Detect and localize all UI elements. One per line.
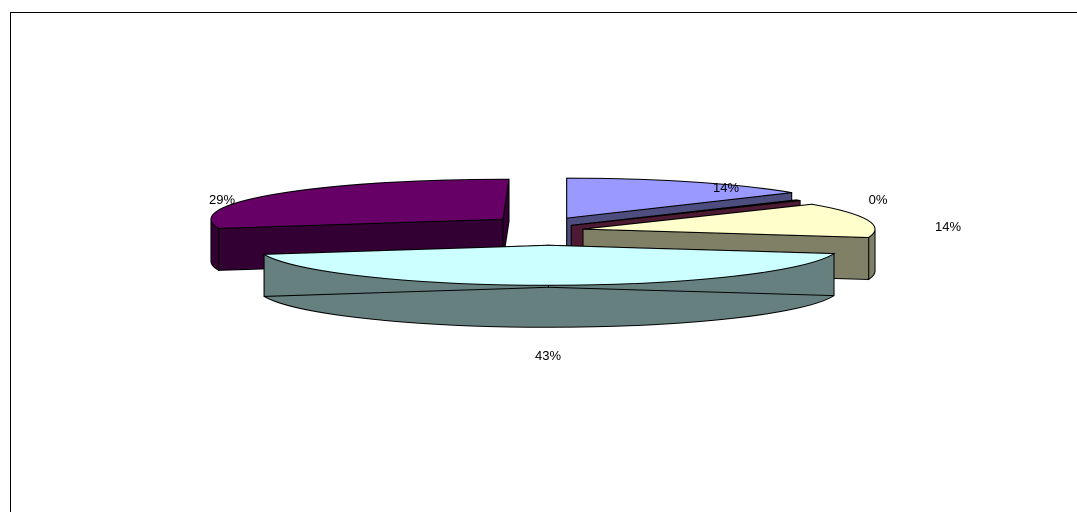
slice-label-4: 29% [209,192,235,207]
slice-label-1: 0% [869,192,888,207]
slice-label-0: 14% [713,180,739,195]
slice-label-3: 43% [535,348,561,363]
slice-label-2: 14% [935,219,961,234]
